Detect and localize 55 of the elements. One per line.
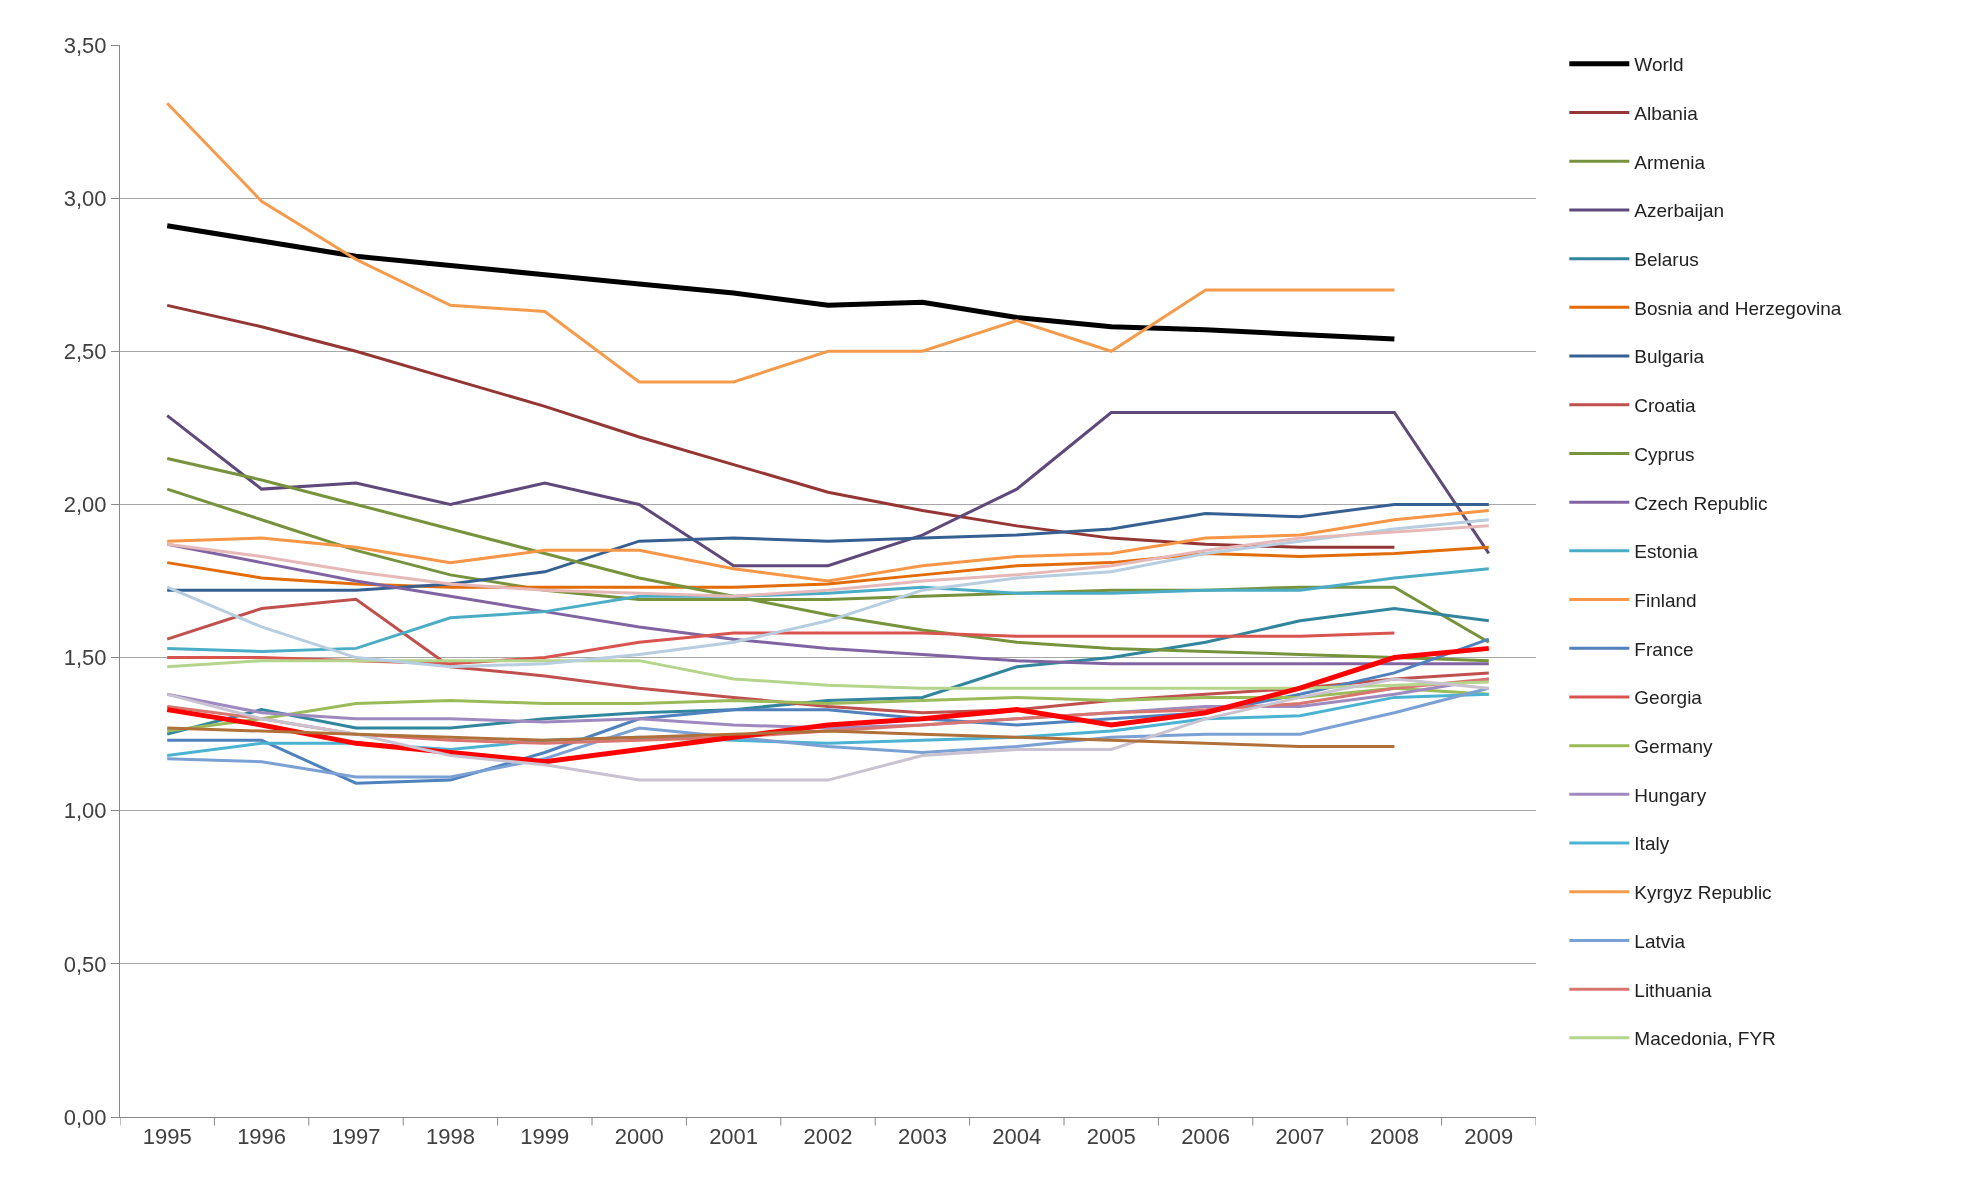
x-tick-label: 1997 xyxy=(331,1124,381,1150)
x-tick-label: 2001 xyxy=(709,1124,759,1150)
legend-label: Albania xyxy=(1634,102,1699,124)
line-series xyxy=(165,659,1491,690)
line-series xyxy=(165,411,1491,568)
x-tick-label: 2006 xyxy=(1181,1124,1231,1150)
legend-label: Armenia xyxy=(1634,151,1706,173)
x-tick-label: 2000 xyxy=(614,1124,664,1150)
line-series xyxy=(165,509,1491,583)
legend-label: Czech Republic xyxy=(1634,492,1768,514)
legend-label: Italy xyxy=(1634,833,1670,855)
legend-label: Latvia xyxy=(1634,930,1686,952)
x-tick-label: 2003 xyxy=(897,1124,947,1150)
y-tick-label: 3,50 xyxy=(63,32,107,58)
x-tick-label: 1996 xyxy=(237,1124,287,1150)
y-tick-label: 2,50 xyxy=(63,338,107,364)
x-tick-label: 1998 xyxy=(425,1124,475,1150)
legend-label: Belarus xyxy=(1634,249,1699,271)
legend-label: Cyprus xyxy=(1634,443,1695,465)
legend-label: Bulgaria xyxy=(1634,346,1705,368)
x-tick-label: 2005 xyxy=(1086,1124,1136,1150)
legend-label: Lithuania xyxy=(1634,979,1712,1001)
line-series xyxy=(165,101,1396,384)
legend-label: Finland xyxy=(1634,589,1697,611)
y-tick-label: 2,00 xyxy=(63,492,107,518)
legend-label: Bosnia and Herzegovina xyxy=(1634,297,1842,319)
legend-label: Kyrgyz Republic xyxy=(1634,882,1772,904)
x-tick-label: 2004 xyxy=(992,1124,1042,1150)
legend-label: Georgia xyxy=(1634,687,1703,709)
legend-label: France xyxy=(1634,638,1694,660)
x-tick-label: 2002 xyxy=(803,1124,853,1150)
y-tick-label: 0,50 xyxy=(63,951,107,977)
line-series xyxy=(165,567,1491,653)
line-series xyxy=(165,524,1491,598)
line-series xyxy=(165,502,1491,592)
y-tick-label: 0,00 xyxy=(63,1104,107,1130)
legend-label: Estonia xyxy=(1634,541,1699,563)
legend-label: Croatia xyxy=(1634,395,1696,417)
y-tick-label: 3,00 xyxy=(63,185,107,211)
y-tick-label: 1,00 xyxy=(63,798,107,824)
y-tick-label: 1,50 xyxy=(63,645,107,671)
x-tick-label: 2008 xyxy=(1369,1124,1419,1150)
legend-label: Macedonia, FYR xyxy=(1634,1028,1776,1050)
line-series xyxy=(165,456,1491,663)
legend-label: World xyxy=(1634,54,1684,76)
x-tick-label: 2009 xyxy=(1464,1124,1514,1150)
line-series xyxy=(165,518,1491,669)
x-tick-label: 1999 xyxy=(520,1124,570,1150)
legend-label: Germany xyxy=(1634,736,1713,758)
legend-label: Azerbaijan xyxy=(1634,200,1725,222)
x-tick-label: 1995 xyxy=(142,1124,192,1150)
x-tick-label: 2007 xyxy=(1275,1124,1325,1150)
legend-label: Hungary xyxy=(1634,784,1707,806)
line-series xyxy=(165,303,1396,549)
line-series xyxy=(165,726,1396,748)
